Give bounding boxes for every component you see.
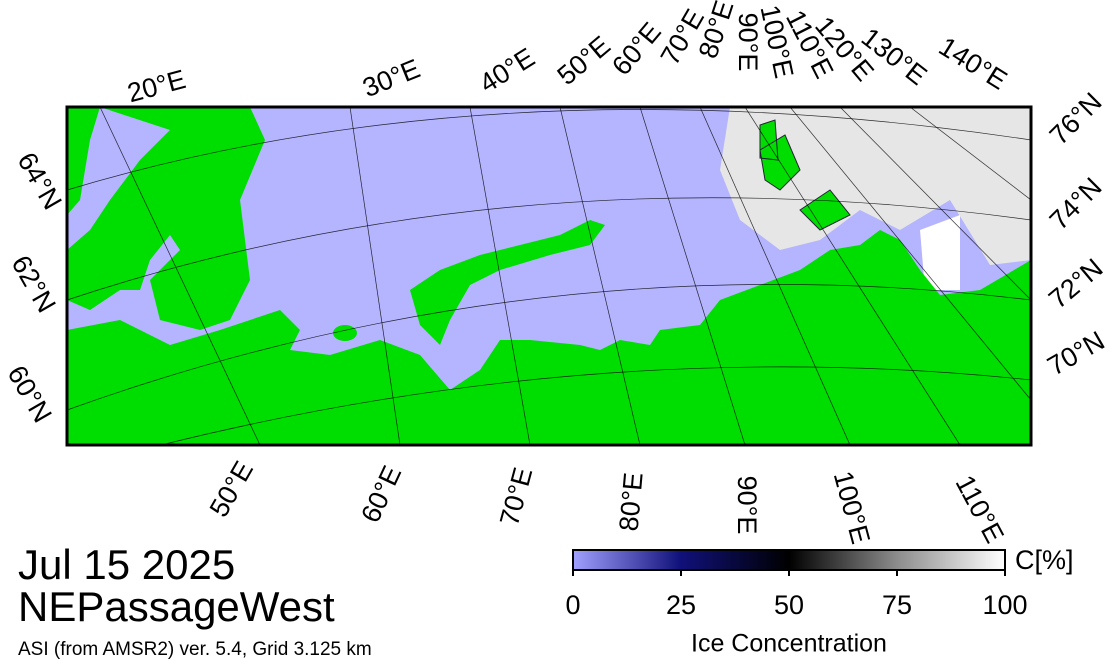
longitude-label: 90°E	[732, 476, 762, 535]
latitude-label: 60°N	[2, 360, 58, 427]
land	[515, 345, 580, 445]
land	[67, 107, 100, 215]
colorbar-title: Ice Concentration	[691, 630, 887, 658]
latitude-label: 70°N	[1042, 325, 1109, 381]
longitude-label: 140°E	[934, 31, 1013, 96]
colorbar	[572, 549, 1006, 571]
longitude-label: 80°E	[614, 471, 649, 532]
longitude-label: 70°E	[494, 464, 538, 529]
map-area	[67, 107, 1031, 445]
date: Jul 15 2025	[18, 541, 235, 588]
longitude-label: 30°E	[358, 53, 424, 103]
land	[410, 220, 605, 345]
longitude-label: 60°E	[355, 461, 407, 527]
land	[333, 325, 357, 341]
land	[600, 375, 685, 445]
sea-ice	[720, 107, 1031, 265]
longitude-label: 80°E	[693, 0, 740, 62]
land	[67, 107, 265, 330]
longitude-label: 20°E	[124, 64, 189, 108]
longitude-label: 100°E	[828, 468, 876, 547]
latitude-label: 72°N	[1043, 253, 1108, 315]
latitude-label: 64°N	[12, 147, 68, 214]
longitude-label: 50°E	[204, 456, 259, 522]
map-frame	[65, 105, 1033, 447]
colorbar-tick-label: 25	[666, 590, 696, 620]
source: ASI (from AMSR2) ver. 5.4, Grid 3.125 km	[18, 639, 372, 660]
sea-ice	[920, 215, 960, 290]
colorbar-tick-label: 75	[882, 590, 912, 620]
colorbar-tick-label: 100	[982, 590, 1027, 620]
latitude-label: 62°N	[6, 250, 62, 317]
colorbar-tick-label: 50	[774, 590, 804, 620]
region: NEPassageWest	[18, 583, 335, 630]
longitude-label: 40°E	[474, 42, 540, 99]
latitude-label: 74°N	[1044, 172, 1108, 236]
graticule	[67, 107, 1031, 445]
longitude-label: 90°E	[733, 13, 763, 72]
longitude-label: 110°E	[950, 470, 1010, 548]
colorbar-tick-label: 0	[565, 590, 580, 620]
land	[67, 230, 1031, 445]
land	[759, 119, 851, 231]
colorbar-unit: C[%]	[1015, 545, 1074, 575]
latitude-label: 76°N	[1044, 87, 1108, 151]
